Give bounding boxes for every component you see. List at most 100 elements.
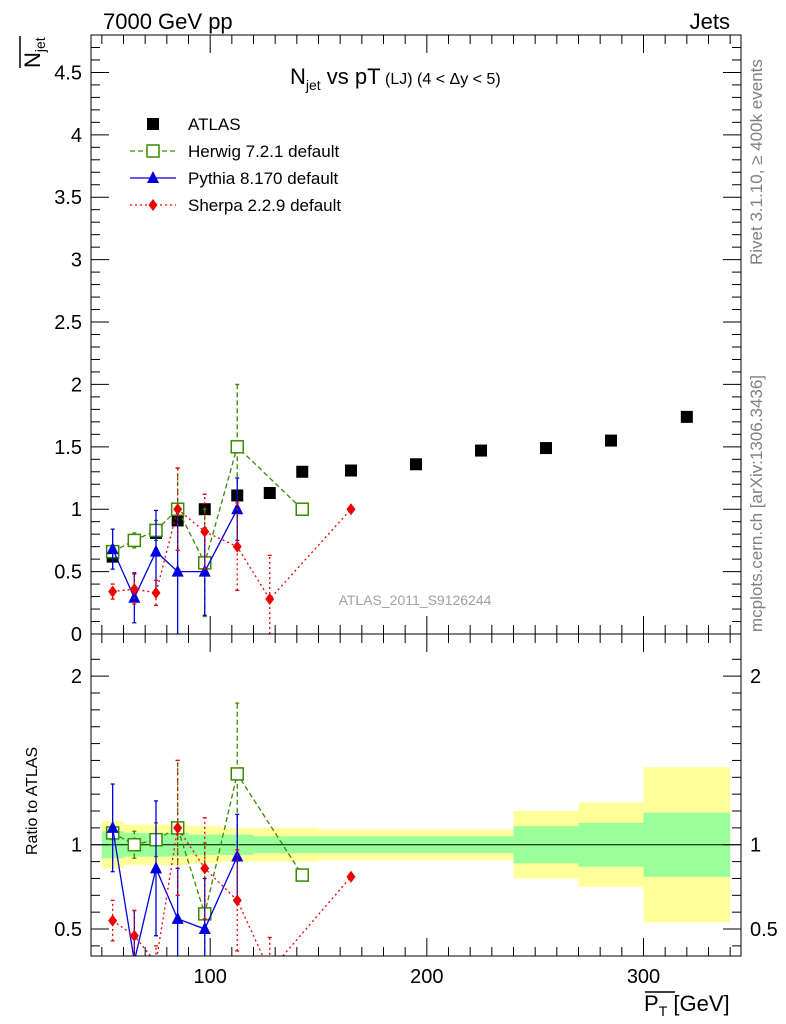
ratio-data-point [295,868,309,882]
main-data-point [263,486,276,499]
ratio-data-point [232,894,242,907]
ratio-data-point [173,821,183,834]
main-series-open-square [105,383,309,618]
x-tick-label: 300 [627,966,660,988]
header-right-label: Jets [690,9,730,34]
main-data-point [296,465,309,478]
chart-title-sub: jet [305,77,321,93]
ratio-series-diamond [108,759,356,977]
main-y-tick-label: 1.5 [54,437,82,459]
x-axis-label-main: P [644,991,659,1016]
analysis-watermark: ATLAS_2011_S9126244 [339,592,492,608]
x-axis-label: PT [GeV] [644,991,730,1019]
main-series-layer [105,383,693,634]
main-data-point [151,586,161,599]
ratio-data-point [200,862,210,875]
legend-label: Herwig 7.2.1 default [188,142,339,161]
ratio-data-point [230,767,244,781]
main-data-point [346,503,356,516]
main-data-point [680,410,693,423]
legend-label: Pythia 8.170 default [188,169,339,188]
main-y-tick-label: 4 [71,125,82,147]
legend-item: ATLAS [147,115,241,134]
ratio-data-point [171,911,184,924]
ratio-data-point [198,922,211,935]
ratio-plot-frame [90,633,742,957]
main-ylabel-sub: jet [32,37,48,53]
main-y-tick-label: 2.5 [54,312,82,334]
main-data-point [106,542,119,555]
main-data-point [540,442,552,455]
main-data-point [231,502,244,515]
main-series-diamond [108,467,356,634]
side-label-bottom: mcplots.cern.ch [arXiv:1306.3436] [747,375,766,632]
legend-label: Sherpa 2.2.9 default [188,196,341,215]
ratio-data-point [129,929,139,942]
legend-marker [148,199,158,211]
ratio-y-tick-label-left: 1 [71,835,82,857]
legend-item: Herwig 7.2.1 default [130,142,339,161]
axis-tick-labels: 100 200 300 0 0.5 1 1.5 2 2.5 3 3.5 4 4.5 0.5 0.5 1 1 2 2 [54,62,778,988]
ratio-data-point [127,837,142,852]
ratio-y-tick-label-right: 0.5 [750,919,778,941]
main-y-tick-label: 0.5 [54,562,82,584]
main-data-point [265,593,275,606]
ratio-y-tick-label-right: 2 [750,666,761,688]
main-data-point [150,544,162,557]
main-data-point [128,590,141,603]
ratio-ylabel: Ratio to ATLAS [24,747,41,855]
axis-ticks [91,35,741,956]
main-y-tick-label: 3 [71,250,82,272]
x-axis-label-rest: [GeV] [667,991,729,1016]
main-data-point [410,458,422,471]
main-y-tick-label: 0 [71,624,82,646]
legend-item: Sherpa 2.2.9 default [130,196,341,215]
main-data-point [232,540,242,553]
ratio-y-tick-label-left: 2 [71,666,82,688]
header-left-label: 7000 GeV pp [103,9,233,34]
main-data-point [345,464,357,477]
legend: ATLAS Herwig 7.2.1 default Pythia 8.170 de… [130,115,341,215]
main-data-point [171,564,184,577]
x-axis-label-sub: T [659,1003,668,1019]
x-tick-label: 100 [193,966,226,988]
x-tick-label: 200 [410,966,443,988]
ratio-data-point [152,957,161,969]
main-data-point [129,583,139,596]
legend-marker [147,118,159,130]
main-series-triangle [106,477,244,634]
main-ylabel-text: N [20,52,45,68]
main-data-point [108,585,118,598]
ratio-data-point [265,965,274,977]
chart-title-rest: vs pT [321,64,381,89]
main-data-point [127,533,142,548]
ratio-y-tick-label-left: 0.5 [54,919,82,941]
main-data-point [295,502,309,516]
main-y-tick-label: 2 [71,374,82,396]
ratio-data-point [108,914,118,927]
ratio-data-point [106,820,119,833]
main-y-tick-label: 3.5 [54,187,82,209]
side-label-top: Rivet 3.1.10, ≥ 400k events [747,59,766,265]
legend-item: Pythia 8.170 default [130,169,339,188]
chart-title-main: N [290,64,306,89]
legend-marker [146,144,160,158]
legend-marker [147,171,159,183]
main-data-point [173,503,183,516]
main-data-point [605,434,617,447]
ratio-y-tick-label-right: 1 [750,835,761,857]
main-data-point [198,564,211,577]
main-data-point [230,440,244,454]
ratio-series-layer [105,702,356,977]
main-series-line [112,508,352,601]
chart-title: Njet vs pT (LJ) (4 < Δy < 5) [290,64,501,93]
main-y-tick-label: 1 [71,499,82,521]
main-data-point [475,444,487,457]
main-data-point [200,525,210,538]
chart-title-small: (LJ) (4 < Δy < 5) [381,71,501,88]
ratio-data-point [150,861,162,874]
ratio-data-point [346,870,356,883]
main-y-tick-label: 4.5 [54,62,82,84]
legend-label: ATLAS [188,115,241,134]
